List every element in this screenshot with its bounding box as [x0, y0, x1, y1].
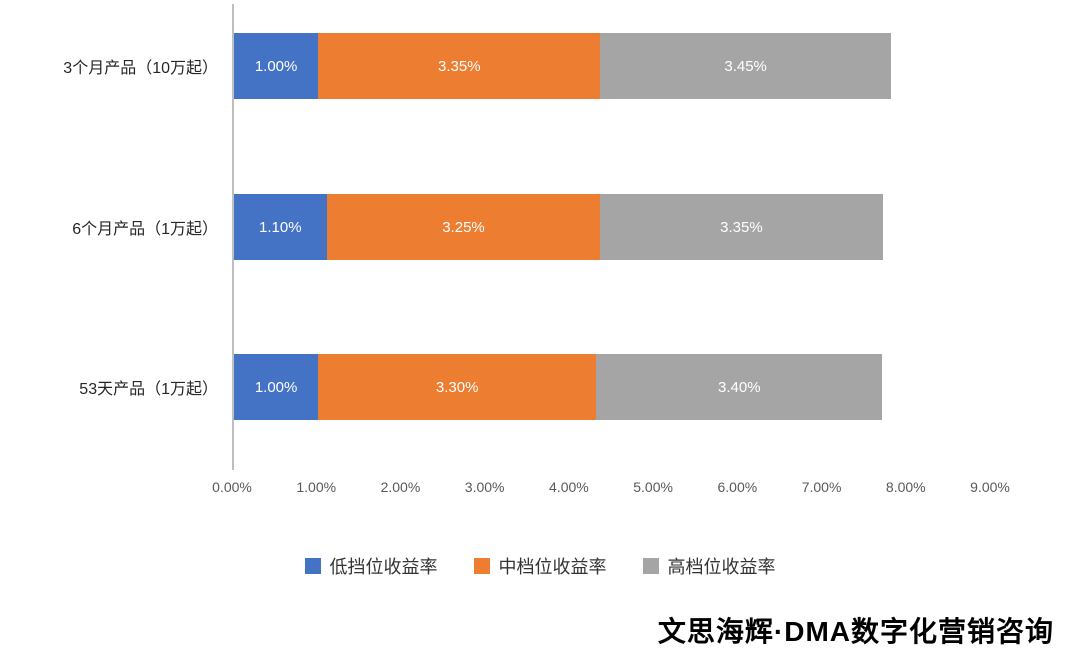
bar-segment-mid: 3.25%	[326, 194, 601, 260]
bar-value-label: 1.00%	[254, 57, 298, 75]
legend-item-mid: 中档位收益率	[473, 553, 607, 579]
x-tick-label: 1.00%	[296, 479, 337, 495]
bar-value-label: 3.30%	[435, 378, 479, 396]
bar-segment-mid: 3.35%	[318, 33, 601, 99]
x-tick-label: 8.00%	[885, 479, 926, 495]
category-label: 53天产品（1万起）	[79, 381, 218, 398]
bar-row: 1.00% 3.35% 3.45%	[234, 33, 891, 99]
bar-value-label: 3.35%	[720, 218, 763, 236]
x-tick-label: 4.00%	[549, 479, 589, 495]
legend-item-low: 低挡位收益率	[304, 553, 438, 579]
legend: 低挡位收益率 中档位收益率 高档位收益率	[0, 553, 1080, 579]
legend-label: 高档位收益率	[667, 557, 776, 577]
bar-value-label: 3.25%	[442, 218, 485, 236]
x-tick-label: 5.00%	[633, 479, 673, 495]
bar-value-label: 1.00%	[254, 378, 298, 396]
legend-label: 中档位收益率	[498, 557, 607, 577]
bar-segment-high: 3.45%	[600, 33, 891, 99]
bar-value-label: 3.40%	[718, 378, 761, 396]
watermark-caption: 文思海辉·DMA数字化营销咨询	[657, 616, 1054, 647]
category-label: 6个月产品（1万起）	[72, 221, 218, 238]
bar-segment-low: 1.00%	[234, 354, 319, 420]
legend-swatch	[473, 558, 490, 574]
legend-swatch	[642, 558, 659, 574]
x-tick-label: 3.00%	[464, 479, 505, 495]
bar-value-label: 1.10%	[259, 218, 302, 236]
bar-segment-high: 3.35%	[600, 194, 883, 260]
bar-segment-high: 3.40%	[596, 354, 883, 420]
x-tick-label: 7.00%	[801, 479, 842, 495]
legend-label: 低挡位收益率	[329, 557, 438, 577]
bar-segment-low: 1.10%	[234, 194, 327, 260]
x-tick-label: 6.00%	[717, 479, 758, 495]
x-tick-label: 0.00%	[212, 479, 252, 495]
bar-segment-mid: 3.30%	[318, 354, 597, 420]
x-axis: 0.00% 1.00% 2.00% 3.00% 4.00% 5.00% 6.00% 7.00%…	[212, 479, 1010, 499]
bar-value-label: 3.45%	[724, 57, 767, 75]
category-label: 3个月产品（10万起）	[63, 60, 218, 77]
legend-swatch	[304, 558, 321, 574]
legend-item-high: 高档位收益率	[642, 553, 776, 579]
bar-value-label: 3.35%	[438, 57, 481, 75]
bar-row: 1.10% 3.25% 3.35%	[234, 194, 883, 260]
bar-segment-low: 1.00%	[234, 33, 319, 99]
x-tick-label: 2.00%	[380, 479, 421, 495]
plot-area: 1.00% 3.35% 3.45% 1.10% 3.25% 3.35% 1.00% 3.30%…	[232, 4, 992, 470]
x-tick-label: 9.00%	[970, 479, 1010, 495]
bar-row: 1.00% 3.30% 3.40%	[234, 354, 883, 420]
